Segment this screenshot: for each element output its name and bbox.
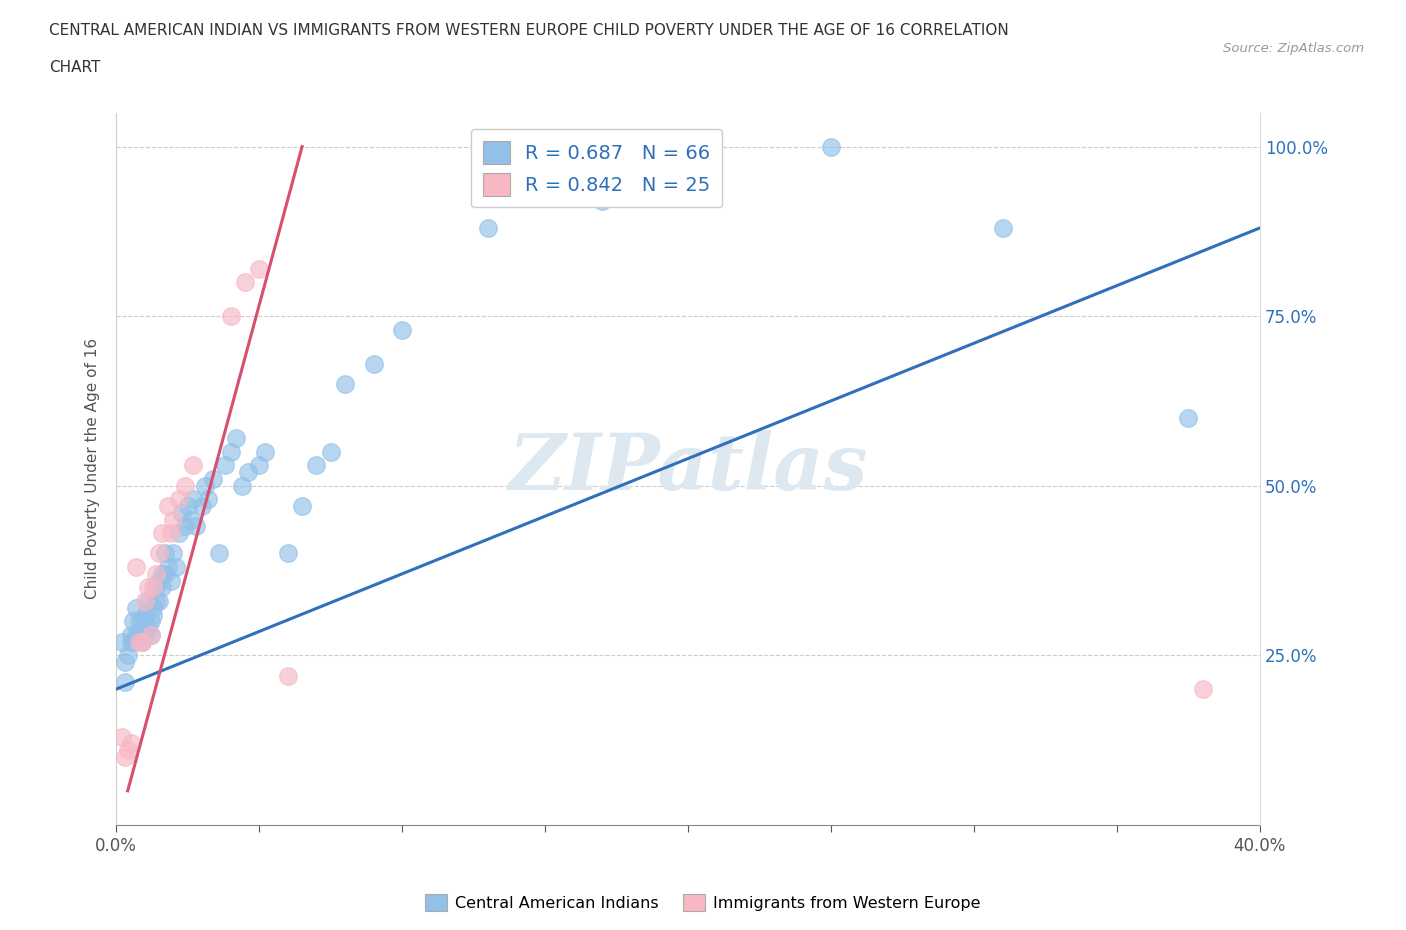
Point [233,274,256,289]
Text: CHART: CHART [49,60,101,75]
Point [247,261,270,276]
Point [125,600,148,615]
Point [391,322,413,337]
Point [247,458,270,472]
Point [167,525,190,540]
Point [145,566,167,581]
Point [153,566,176,581]
Point [131,634,153,649]
Point [142,607,165,622]
Point [117,648,139,663]
Point [820,140,842,154]
Point [173,519,195,534]
Point [591,193,613,208]
Point [148,546,170,561]
Point [148,593,170,608]
Point [128,634,150,649]
Point [145,580,167,595]
Point [111,634,134,649]
Point [125,628,148,643]
Point [1191,682,1213,697]
Point [208,546,231,561]
Point [114,655,136,670]
Point [148,573,170,588]
Point [139,628,162,643]
Point [134,607,156,622]
Point [114,750,136,764]
Point [197,492,219,507]
Point [167,492,190,507]
Point [219,445,242,459]
Point [134,628,156,643]
Point [150,525,173,540]
Point [363,356,385,371]
Point [253,445,276,459]
Point [139,614,162,629]
Point [183,492,205,507]
Legend: Central American Indians, Immigrants from Western Europe: Central American Indians, Immigrants fro… [419,888,987,917]
Point [277,546,299,561]
Point [150,566,173,581]
Point [291,498,314,513]
Point [156,560,179,575]
Point [142,580,165,595]
Point [136,593,159,608]
Point [236,465,259,480]
Point [122,614,145,629]
Point [136,580,159,595]
Point [1177,410,1199,425]
Point [173,478,195,493]
Point [136,620,159,635]
Point [131,614,153,629]
Point [128,614,150,629]
Point [177,498,200,513]
Point [191,498,214,513]
Point [180,512,202,527]
Point [162,546,184,561]
Point [125,560,148,575]
Point [134,614,156,629]
Point [183,458,205,472]
Text: Source: ZipAtlas.com: Source: ZipAtlas.com [1223,42,1364,55]
Point [186,519,208,534]
Text: ZIPatlas: ZIPatlas [509,431,868,507]
Point [214,458,236,472]
Point [122,634,145,649]
Point [134,593,156,608]
Point [333,377,356,392]
Point [219,309,242,324]
Point [202,472,225,486]
Point [153,546,176,561]
Point [231,478,253,493]
Y-axis label: Child Poverty Under the Age of 16: Child Poverty Under the Age of 16 [86,339,100,599]
Text: CENTRAL AMERICAN INDIAN VS IMMIGRANTS FROM WESTERN EUROPE CHILD POVERTY UNDER TH: CENTRAL AMERICAN INDIAN VS IMMIGRANTS FR… [49,23,1010,38]
Point [991,220,1014,235]
Point [277,668,299,683]
Point [156,498,179,513]
Point [225,431,247,445]
Point [477,220,499,235]
Point [159,573,181,588]
Point [319,445,342,459]
Point [305,458,328,472]
Point [131,634,153,649]
Point [145,593,167,608]
Point [165,560,187,575]
Legend: R = 0.687   N = 66, R = 0.842   N = 25: R = 0.687 N = 66, R = 0.842 N = 25 [471,129,723,207]
Point [120,736,142,751]
Point [162,512,184,527]
Point [111,729,134,744]
Point [150,580,173,595]
Point [120,628,142,643]
Point [120,634,142,649]
Point [194,478,217,493]
Point [128,628,150,643]
Point [159,525,181,540]
Point [114,675,136,690]
Point [117,743,139,758]
Point [170,505,193,520]
Point [139,628,162,643]
Point [142,600,165,615]
